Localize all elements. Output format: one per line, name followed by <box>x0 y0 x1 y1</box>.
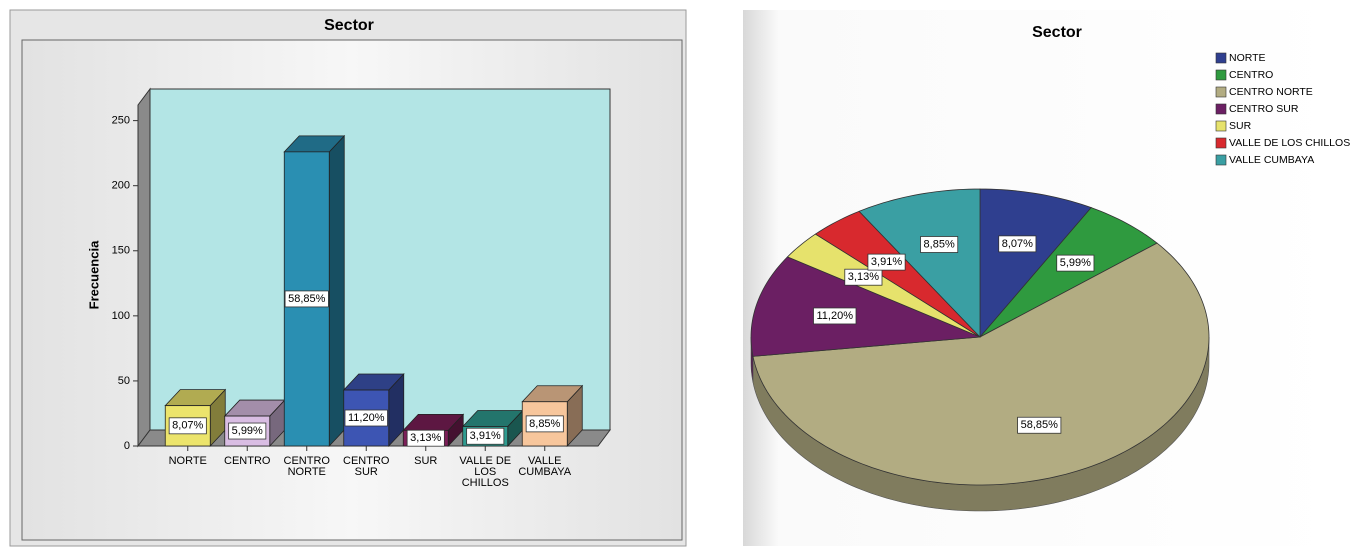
bar-label: 8,07% <box>172 420 203 432</box>
bar-title: Sector <box>324 17 374 34</box>
slice-label-box <box>867 253 906 271</box>
x-tick-label: CENTRO SUR <box>343 455 390 478</box>
y-tick-label: 0 <box>124 440 130 452</box>
bar-label-box <box>344 409 388 427</box>
slice <box>786 233 981 338</box>
bar-label: 3,91% <box>470 430 501 442</box>
legend-label: CENTRO NORTE <box>1229 86 1313 98</box>
side-wall <box>137 87 151 448</box>
legend-label: SUR <box>1229 120 1252 132</box>
x-tick-label: CENTRO <box>224 455 271 467</box>
slice <box>979 207 1158 338</box>
pie-title: Sector <box>1032 24 1082 41</box>
slice-label: 5,99% <box>1060 257 1091 269</box>
slice-label-box <box>1017 416 1062 434</box>
bar-label-box <box>228 422 267 440</box>
slice-label-box <box>998 235 1037 253</box>
x-tick-label: NORTE <box>169 455 207 467</box>
slice <box>979 188 1092 339</box>
slice-label: 8,85% <box>924 238 955 250</box>
legend-swatch <box>1215 103 1227 115</box>
legend-swatch <box>1215 86 1227 98</box>
slice-label: 11,20% <box>817 310 854 322</box>
legend-label: VALLE CUMBAYA <box>1229 154 1314 166</box>
slice-label-box <box>1056 254 1095 272</box>
y-tick-label: 250 <box>112 115 130 127</box>
slice-label: 3,91% <box>871 256 902 268</box>
legend-swatch <box>1215 137 1227 149</box>
slice-label: 3,13% <box>848 271 879 283</box>
slice <box>858 188 981 338</box>
legend-label: CENTRO SUR <box>1229 103 1299 115</box>
slice <box>750 256 981 357</box>
legend-swatch <box>1215 52 1227 64</box>
x-tick-label: CENTRO NORTE <box>284 455 331 478</box>
y-tick-label: 100 <box>112 310 130 322</box>
x-tick-label: VALLE CUMBAYA <box>518 455 571 478</box>
slice <box>814 210 981 338</box>
bar-label-box <box>168 417 207 435</box>
y-tick-label: 50 <box>118 375 130 387</box>
legend-swatch <box>1215 154 1227 166</box>
bar-label: 11,20% <box>348 412 385 424</box>
bar-side <box>328 134 345 448</box>
slice-label-box <box>920 236 959 253</box>
bar-label: 5,99% <box>232 425 263 437</box>
bar-label: 3,13% <box>410 432 441 444</box>
legend-swatch <box>1215 120 1227 132</box>
legend-swatch <box>1215 69 1227 81</box>
legend-label: NORTE <box>1229 52 1266 64</box>
y-axis-label: Frecuencia <box>86 240 101 309</box>
bar-label: 58,85% <box>288 293 326 305</box>
x-tick-label: VALLE DE LOS CHILLOS <box>459 455 511 489</box>
legend-label: CENTRO <box>1229 69 1273 81</box>
bar-label-box <box>525 415 564 433</box>
x-tick-label: SUR <box>414 455 437 467</box>
bar-label: 8,85% <box>529 418 560 430</box>
bar-label-box <box>284 290 329 308</box>
y-tick-label: 200 <box>112 180 130 192</box>
slice-label: 8,07% <box>1002 238 1033 250</box>
slice-label: 58,85% <box>1021 419 1059 431</box>
bar-label-box <box>466 427 505 445</box>
slice-label-box <box>844 268 883 286</box>
legend-label: VALLE DE LOS CHILLOS <box>1229 137 1350 149</box>
y-tick-label: 150 <box>112 245 130 257</box>
slice-label-box <box>813 307 857 325</box>
slice <box>752 242 1210 486</box>
